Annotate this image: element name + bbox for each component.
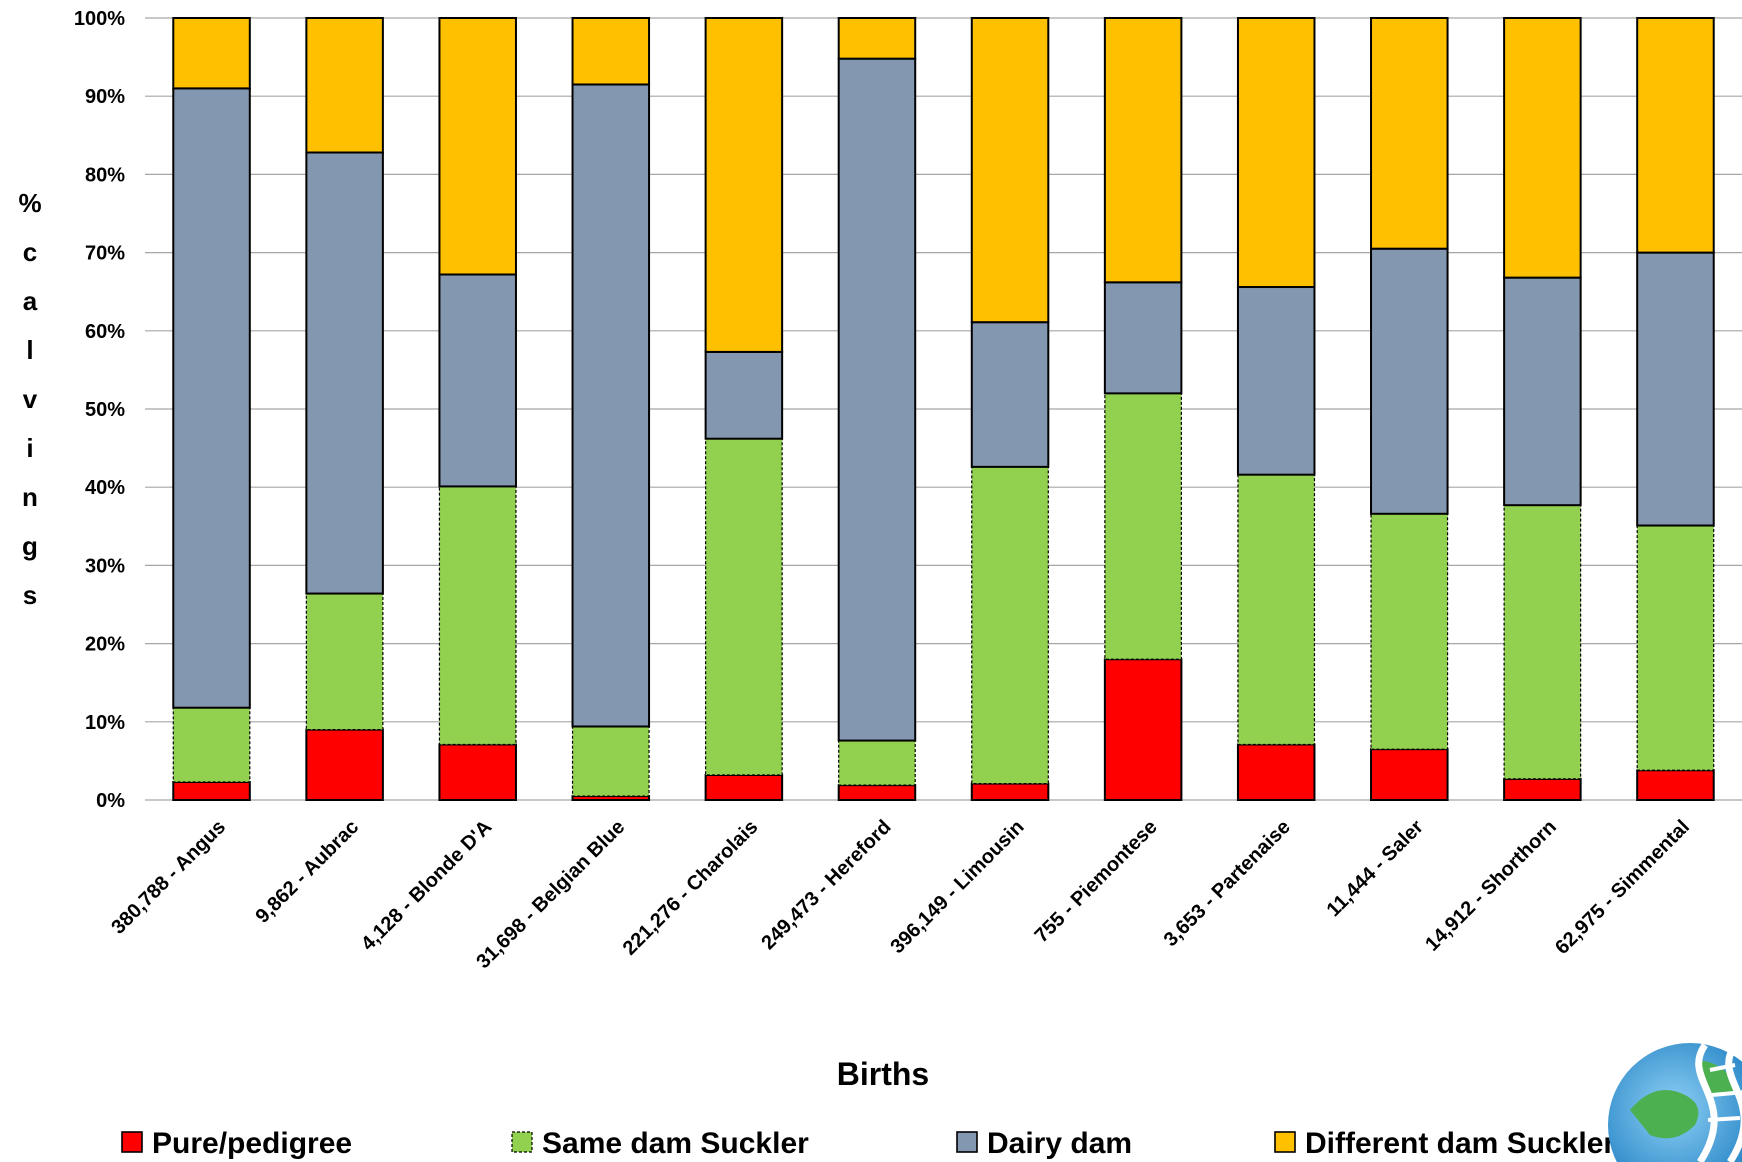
x-category-label: 3,653 - Partenaise (1160, 816, 1295, 951)
y-tick-label: 0% (96, 790, 125, 812)
legend: Pure/pedigree Same dam Suckler Dairy dam Di… (121, 1127, 1615, 1160)
bar-segment-different-dam-suckler (1503, 17, 1582, 279)
bar-segment-same-dam-suckler (1237, 474, 1316, 746)
bar-segment-same-dam-suckler (1503, 504, 1582, 780)
bar-segment-same-dam-suckler (172, 707, 251, 783)
y-tick-label: 40% (85, 477, 125, 499)
bar-segment-different-dam-suckler (1636, 17, 1715, 254)
y-axis-title: % c a l v i n g s (18, 188, 41, 610)
bar-segment-same-dam-suckler (305, 592, 384, 731)
x-category-label: 4,128 - Blonde D'A (357, 816, 496, 955)
bar-segment-dairy-dam (837, 57, 917, 742)
bar-segment-same-dam-suckler (571, 725, 650, 797)
y-tick-label: 70% (85, 243, 125, 265)
bar-segment-different-dam-suckler (704, 17, 784, 353)
bar-segment-pure-pedigree (837, 784, 917, 802)
legend-swatch (956, 1131, 978, 1153)
bar-segment-dairy-dam (1503, 276, 1582, 507)
bar-segment-dairy-dam (704, 350, 784, 440)
bar-segment-dairy-dam (1370, 247, 1449, 515)
bar-segment-pure-pedigree (1503, 777, 1582, 801)
bar-segment-pure-pedigree (970, 782, 1050, 802)
bar-segment-different-dam-suckler (1370, 17, 1449, 250)
legend-swatch (1274, 1131, 1296, 1153)
x-axis-title: Births (837, 1056, 929, 1092)
bar-segment-pure-pedigree (172, 781, 251, 801)
bar-segment-same-dam-suckler (1636, 524, 1715, 771)
bar-segment-pure-pedigree (1370, 748, 1449, 801)
x-category-label: 9,862 - Aubrac (251, 816, 363, 928)
bar-segment-different-dam-suckler (305, 17, 384, 154)
bar-segment-pure-pedigree (704, 773, 784, 802)
bar-segment-different-dam-suckler (970, 17, 1050, 324)
legend-label: Different dam Suckler (1305, 1127, 1615, 1160)
legend-label: Dairy dam (987, 1127, 1132, 1160)
legend-label: Pure/pedigree (152, 1127, 352, 1160)
y-tick-label: 60% (85, 321, 125, 343)
y-tick-label: 80% (85, 164, 125, 186)
legend-swatch (511, 1131, 533, 1153)
legend-swatch (121, 1131, 143, 1153)
y-tick-label: 100% (74, 8, 125, 30)
bar-segment-dairy-dam (571, 83, 651, 728)
bar-segment-pure-pedigree (1236, 743, 1316, 802)
bar-segment-different-dam-suckler (1103, 17, 1183, 284)
bar-segment-different-dam-suckler (571, 17, 651, 86)
bar-segment-pure-pedigree (305, 728, 384, 801)
bar-segment-different-dam-suckler (438, 17, 517, 276)
bar-segment-pure-pedigree (1103, 658, 1183, 801)
bar-segment-same-dam-suckler (705, 438, 783, 776)
bar-segment-same-dam-suckler (1370, 513, 1449, 750)
gridlines (145, 17, 1742, 801)
bar-segment-different-dam-suckler (172, 17, 251, 90)
x-category-label: 62,975 - Simmental (1551, 816, 1694, 959)
x-category-label: 380,788 - Angus (107, 816, 230, 939)
bar-segment-dairy-dam (970, 321, 1050, 468)
y-tick-label: 50% (85, 399, 125, 421)
bar-segment-dairy-dam (305, 151, 384, 595)
bar-segment-different-dam-suckler (1236, 17, 1316, 289)
x-category-label: 249,473 - Hereford (757, 816, 895, 954)
bar-segment-same-dam-suckler (838, 739, 916, 786)
bar-segment-dairy-dam (1636, 251, 1715, 527)
bar-segment-same-dam-suckler (438, 485, 517, 746)
bar-segment-dairy-dam (438, 273, 517, 488)
bar-segment-dairy-dam (172, 87, 251, 709)
y-axis-ticks: 0% 10% 20% 30% 40% 50% 60% 70% 80% 90% 100% (74, 8, 125, 812)
bar-segment-different-dam-suckler (837, 17, 917, 60)
x-category-label: 221,276 - Charolais (619, 816, 763, 960)
bar-segment-same-dam-suckler (971, 466, 1049, 785)
bar-segment-dairy-dam (1236, 286, 1316, 476)
bar-segment-pure-pedigree (1636, 769, 1715, 801)
x-category-label: 14,912 - Shorthorn (1421, 816, 1561, 956)
bar-segment-pure-pedigree (438, 743, 517, 802)
bars (172, 17, 1715, 802)
bar-segment-same-dam-suckler (1104, 392, 1182, 660)
x-category-label: 396,149 - Limousin (886, 816, 1028, 958)
x-category-label: 755 - Piemontese (1031, 816, 1162, 947)
legend-label: Same dam Suckler (542, 1127, 809, 1160)
bar-segment-dairy-dam (1103, 281, 1183, 395)
x-category-label: 11,444 - Saler (1323, 816, 1428, 921)
y-tick-label: 30% (85, 555, 125, 577)
y-tick-label: 20% (85, 634, 125, 656)
dna-globe-logo (1608, 1042, 1742, 1162)
y-tick-label: 90% (85, 86, 125, 108)
y-tick-label: 10% (85, 712, 125, 734)
x-category-label: 31,698 - Belgian Blue (472, 816, 629, 973)
